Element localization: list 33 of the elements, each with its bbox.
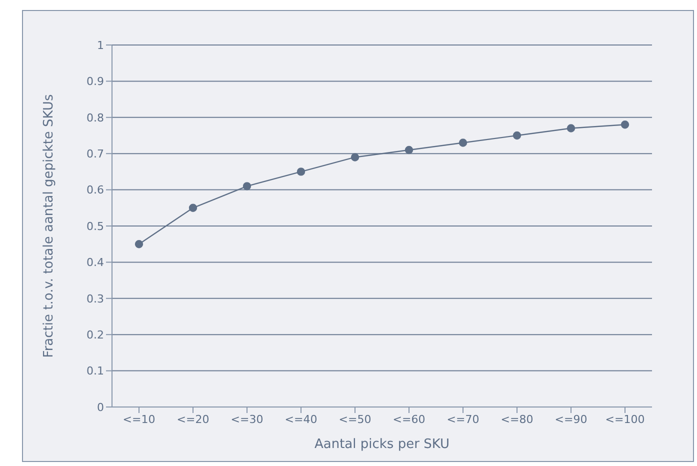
- y-tick-label: 0.6: [86, 184, 104, 197]
- x-tick-label: <=40: [284, 412, 318, 426]
- x-tick-label: <=90: [554, 412, 588, 426]
- y-tick-label: 0.3: [86, 292, 104, 306]
- x-tick-label: <=80: [500, 412, 534, 426]
- y-tick-label: 0.1: [86, 364, 104, 378]
- y-tick-label: 0.5: [86, 220, 104, 233]
- x-tick-label: <=30: [230, 412, 264, 426]
- point: [134, 240, 144, 248]
- y-axis-title: Fractie t.o.v. totale aantal gepickte SKUs: [42, 94, 57, 358]
- y-tick-label: 0.7: [86, 148, 104, 161]
- y-tick-label: 0: [97, 400, 104, 414]
- x-tick-label: <=100: [605, 412, 645, 426]
- x-tick-label: <=50: [338, 412, 372, 426]
- x-axis-title: Aantal picks per SKU: [314, 437, 450, 452]
- point: [620, 120, 630, 129]
- point: [242, 182, 252, 190]
- y-tick-label: 0.2: [86, 328, 104, 342]
- point: [512, 131, 522, 140]
- point: [296, 168, 306, 176]
- x-tick-label: <=60: [392, 412, 426, 426]
- point: [350, 153, 360, 162]
- x-tick-label: <=70: [446, 412, 480, 426]
- point: [188, 204, 198, 212]
- y-tick-label: 1: [97, 38, 104, 52]
- point: [566, 124, 576, 132]
- y-tick-label: 0.9: [86, 75, 104, 88]
- x-tick-label: <=10: [122, 412, 156, 426]
- y-tick-label: 0.8: [86, 111, 104, 124]
- point: [458, 138, 468, 147]
- y-tick-label: 0.4: [86, 256, 104, 270]
- point: [404, 146, 414, 154]
- x-tick-label: <=20: [176, 412, 210, 426]
